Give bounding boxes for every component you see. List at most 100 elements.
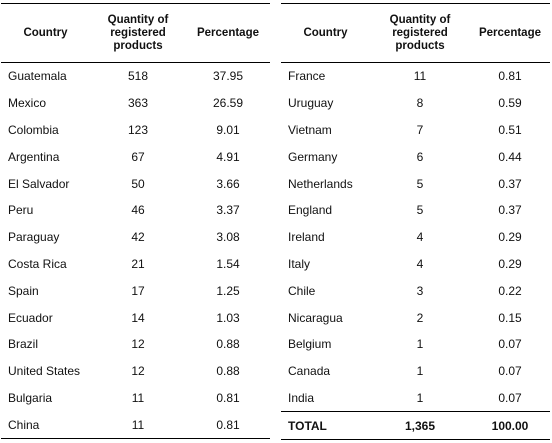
- percentage-cell: 3.66: [216, 176, 240, 191]
- total-row: TOTAL 1,365 100.00: [281, 411, 550, 441]
- percentage-cell: 0.88: [216, 337, 240, 352]
- table-row: Colombia 123 9.01: [1, 117, 270, 144]
- header-row: Country Quantity of registered products Pe…: [1, 3, 270, 63]
- percentage-cell: 0.51: [498, 122, 522, 137]
- quantity-cell: 11: [413, 69, 427, 84]
- quantity-cell: 8: [416, 96, 424, 111]
- quantity-cell: 3: [416, 283, 424, 298]
- country-cell: Costa Rica: [8, 256, 67, 271]
- percentage-cell: 0.59: [498, 96, 522, 111]
- country-cell: Paraguay: [8, 230, 60, 245]
- table-row: Spain 17 1.25: [1, 277, 270, 304]
- country-cell: Argentina: [8, 149, 60, 164]
- percentage-cell: 0.07: [498, 364, 522, 379]
- header-text: Percentage: [478, 26, 541, 39]
- quantity-cell: 14: [131, 310, 145, 325]
- country-cell: Brazil: [8, 337, 39, 352]
- quantity-cell: 4: [416, 230, 424, 245]
- country-cell: Mexico: [8, 96, 47, 111]
- quantity-cell: 6: [416, 149, 424, 164]
- country-cell: France: [288, 69, 326, 84]
- table-row: Bulgaria 11 0.81: [1, 385, 270, 412]
- country-cell: Ecuador: [8, 310, 53, 325]
- header-text: Quantity of registered products: [107, 13, 169, 52]
- table-row: Nicaragua 2 0.15: [281, 304, 550, 331]
- quantity-cell: 50: [131, 176, 145, 191]
- table-row: Peru 46 3.37: [1, 197, 270, 224]
- column-header: Percentage: [186, 3, 270, 63]
- table-head: Country Quantity of registered products Pe…: [281, 3, 550, 63]
- column-header: Country: [1, 3, 90, 63]
- table-row: Mexico 363 26.59: [1, 90, 270, 117]
- table-row: Belgium 1 0.07: [281, 331, 550, 358]
- percentage-cell: 1.03: [216, 310, 240, 325]
- table-row: China 11 0.81: [1, 411, 270, 440]
- country-cell: Guatemala: [8, 69, 67, 84]
- table-row: Guatemala 518 37.95: [1, 63, 270, 90]
- percentage-cell: 0.81: [186, 411, 270, 440]
- percentage-cell: 0.07: [498, 337, 522, 352]
- quantity-cell: 67: [131, 149, 145, 164]
- table-row: Germany 6 0.44: [281, 143, 550, 170]
- country-cell: India: [288, 390, 315, 405]
- country-cell: Germany: [288, 149, 338, 164]
- table-row: United States 12 0.88: [1, 358, 270, 385]
- table-row: Costa Rica 21 1.54: [1, 251, 270, 278]
- column-header: Percentage: [470, 3, 550, 63]
- header-text: Quantity of registered products: [389, 13, 451, 52]
- table-row: Brazil 12 0.88: [1, 331, 270, 358]
- table-row: England 5 0.37: [281, 197, 550, 224]
- percentage-cell: 0.88: [216, 364, 240, 379]
- header-row: Country Quantity of registered products Pe…: [281, 3, 550, 63]
- column-header: Quantity of registered products: [90, 3, 186, 63]
- country-cell: Chile: [288, 283, 316, 298]
- percentage-cell: 0.29: [498, 230, 522, 245]
- country-cell: China: [1, 411, 90, 440]
- quantity-cell: 2: [416, 310, 424, 325]
- table: Country Quantity of registered products Pe…: [281, 3, 550, 441]
- quantity-cell: 123: [127, 122, 149, 137]
- percentage-cell: 3.08: [216, 230, 240, 245]
- percentage-cell: 26.59: [212, 96, 244, 111]
- quantity-cell: 11: [90, 411, 186, 440]
- percentage-cell: 1.25: [216, 283, 240, 298]
- quantity-cell: 1: [416, 337, 424, 352]
- table-row: El Salvador 50 3.66: [1, 170, 270, 197]
- country-cell: Vietnam: [288, 122, 332, 137]
- percentage-cell: 0.29: [498, 256, 522, 271]
- table-row: Italy 4 0.29: [281, 251, 550, 278]
- country-cell: Canada: [288, 364, 331, 379]
- quantity-cell: 1: [416, 390, 424, 405]
- table-body: Guatemala 518 37.95 Mexico 363 26.59 Colombia 1…: [1, 63, 270, 440]
- header-text: Country: [23, 26, 68, 39]
- country-cell: Ireland: [288, 230, 325, 245]
- country-cell: Italy: [288, 256, 311, 271]
- table-row: India 1 0.07: [281, 385, 550, 412]
- percentage-cell: 100.00: [470, 411, 550, 441]
- table-row: Ireland 4 0.29: [281, 224, 550, 251]
- country-cell: England: [288, 203, 333, 218]
- header-text: Country: [303, 26, 348, 39]
- country-cell: United States: [8, 364, 81, 379]
- percentage-cell: 3.37: [216, 203, 240, 218]
- quantity-cell: 7: [416, 122, 424, 137]
- percentage-cell: 9.01: [216, 122, 240, 137]
- percentage-cell: 0.37: [498, 176, 522, 191]
- percentage-cell: 37.95: [212, 69, 244, 84]
- quantity-cell: 17: [131, 283, 145, 298]
- quantity-cell: 11: [131, 390, 145, 405]
- table-row: Uruguay 8 0.59: [281, 90, 550, 117]
- country-cell: Belgium: [288, 337, 332, 352]
- table-body: France 11 0.81 Uruguay 8 0.59 Vietnam 7 0.51 Germ…: [281, 63, 550, 441]
- quantity-cell: 1,365: [370, 411, 470, 441]
- quantity-cell: 21: [131, 256, 145, 271]
- percentage-cell: 0.81: [498, 69, 522, 84]
- table-row: Netherlands 5 0.37: [281, 170, 550, 197]
- percentage-cell: 0.37: [498, 203, 522, 218]
- header-text: Percentage: [196, 26, 259, 39]
- percentage-cell: 0.44: [498, 149, 522, 164]
- table-row: Ecuador 14 1.03: [1, 304, 270, 331]
- quantity-cell: 12: [131, 364, 145, 379]
- column-header: Country: [281, 3, 370, 63]
